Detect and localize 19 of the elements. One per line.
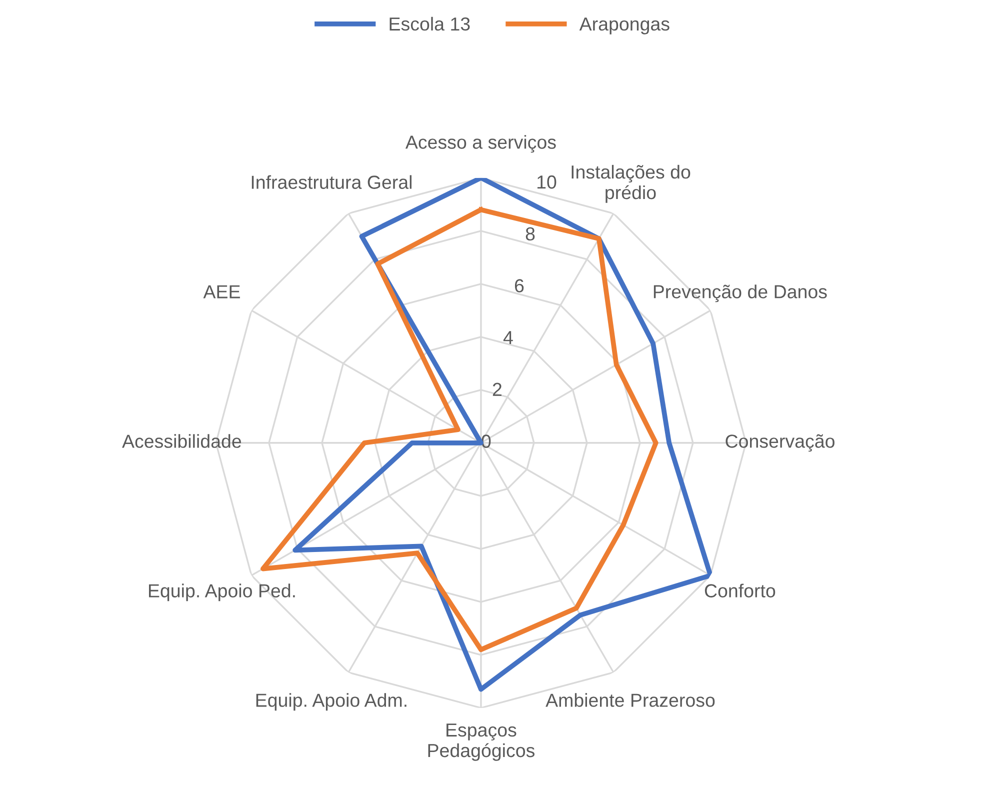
y-tick-label: 10 (537, 175, 556, 189)
spoke-label: Conservação (726, 434, 834, 452)
y-tick-label: 2 (492, 382, 502, 396)
legend-label: Escola 13 (390, 16, 470, 31)
spoke-label: Infraestrutura Geral (252, 175, 412, 189)
spoke-label: Ambiente Prazeroso (546, 693, 715, 707)
spoke-label: Prevenção de Danos (654, 284, 827, 302)
spoke-label: Instalações do prédio (572, 164, 690, 203)
y-tick-label: 6 (514, 279, 524, 292)
spoke-label: Acesso a serviços (405, 135, 556, 153)
spoke-label: Equip. Apoio Ped. (148, 584, 295, 602)
spoke-label: Equip. Apoio Adm. (256, 693, 406, 711)
y-tick-label: 8 (526, 227, 535, 241)
y-tick-label: 4 (503, 331, 513, 344)
spoke-label: Espaços Pedagógicos (428, 724, 534, 761)
spoke-label: AEE (203, 285, 240, 298)
spoke-label: Conforto (704, 584, 776, 598)
legend-label: Arapongas (579, 18, 670, 34)
spoke-label: Acessibilidade (122, 434, 242, 448)
